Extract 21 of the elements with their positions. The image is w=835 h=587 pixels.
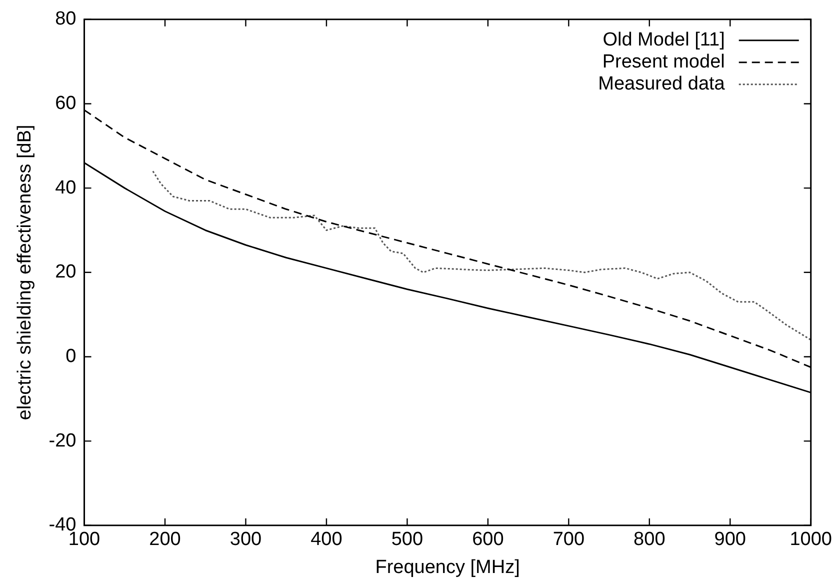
x-tick-label: 800 (634, 529, 666, 550)
legend-label: Old Model [11] (602, 30, 725, 51)
x-tick-label: 300 (230, 529, 262, 550)
y-tick-label: 60 (55, 92, 76, 114)
x-tick-label: 900 (714, 529, 746, 550)
y-tick-label: 40 (55, 177, 76, 198)
x-tick-label: 1000 (790, 529, 832, 550)
x-tick-label: 400 (310, 529, 342, 550)
legend-label: Present model (602, 52, 725, 73)
x-axis-title: Frequency [MHz] (375, 556, 520, 578)
x-tick-label: 200 (149, 529, 181, 550)
legend-label: Measured data (598, 74, 726, 95)
y-tick-label: 0 (66, 346, 76, 367)
x-tick-label: 700 (552, 529, 585, 550)
x-tick-label: 500 (391, 529, 424, 550)
y-axis-title: electric shielding effectiveness [dB] (14, 124, 36, 420)
x-tick-label: 600 (472, 529, 504, 550)
y-tick-label: 80 (55, 8, 76, 30)
y-tick-label: 20 (55, 262, 76, 283)
y-tick-label: -20 (48, 430, 76, 452)
line-series (152, 170, 811, 341)
